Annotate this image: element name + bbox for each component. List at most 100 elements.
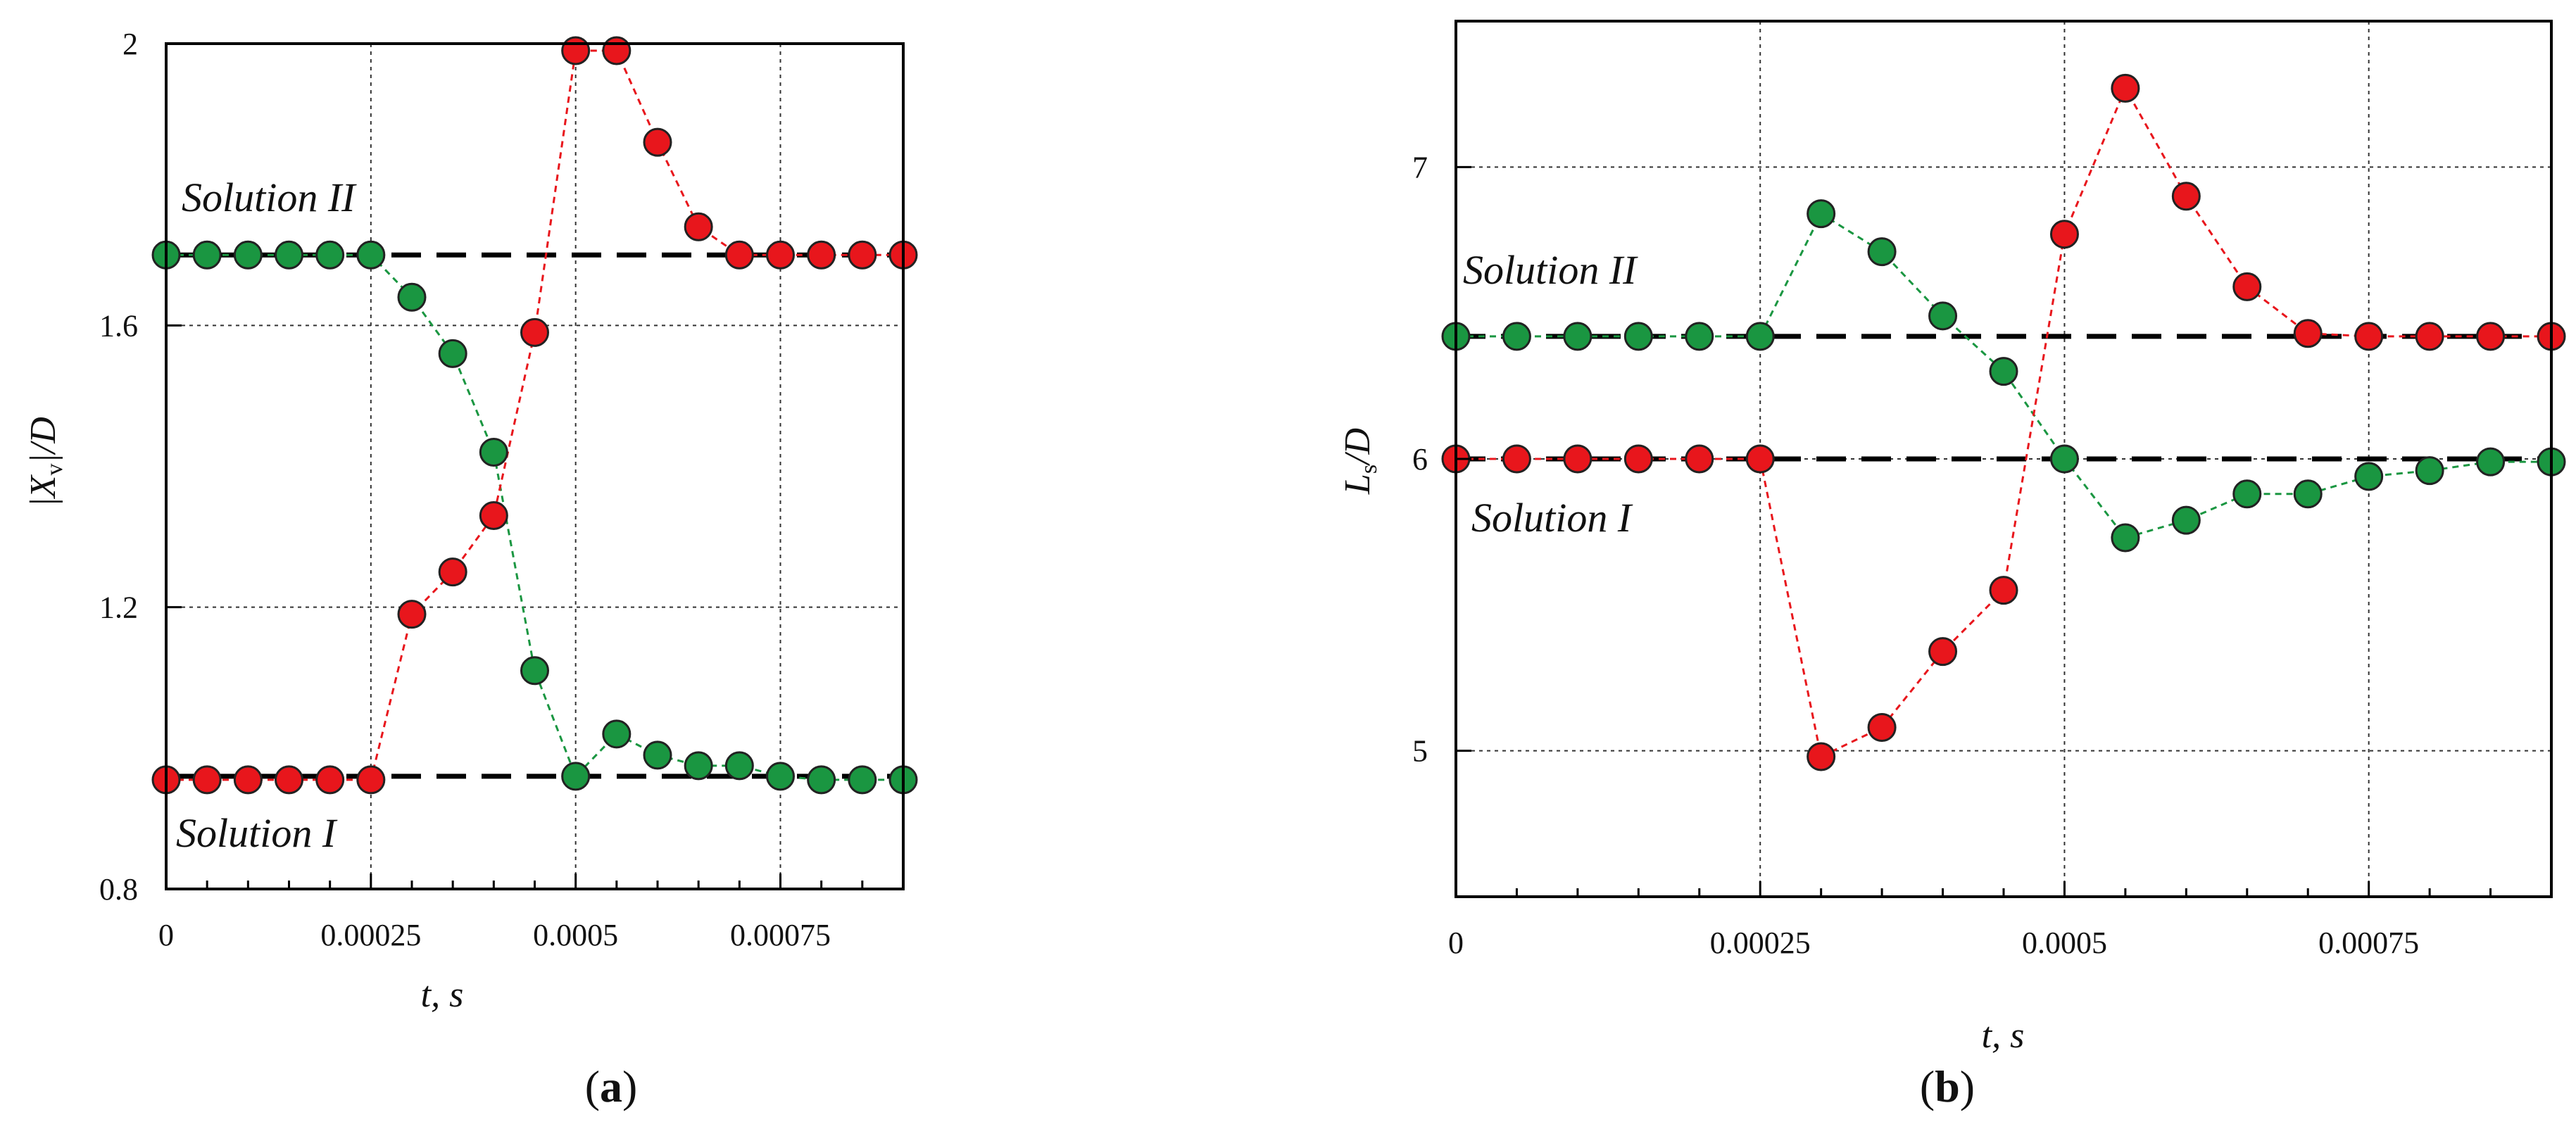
- data-point-green: [520, 656, 549, 686]
- data-point-red: [724, 240, 754, 270]
- series-line-red: [1456, 85, 2551, 759]
- data-point-red: [1502, 444, 1531, 474]
- y-label-open: |: [23, 498, 63, 505]
- data-point-green: [2415, 456, 2444, 486]
- data-point-green: [561, 762, 591, 791]
- y-tick-label: 5: [1412, 734, 1428, 769]
- data-point-red: [479, 501, 508, 531]
- data-point-red: [356, 765, 386, 795]
- data-point-red: [520, 317, 549, 347]
- panel-label-a: (a): [585, 1061, 638, 1111]
- data-point-red: [2111, 73, 2140, 103]
- panel-label-open: (: [585, 1061, 600, 1111]
- x-tick-label: 0.00075: [730, 918, 831, 952]
- data-point-red: [643, 127, 672, 157]
- data-point-green: [2293, 479, 2323, 509]
- panel-label-close: ): [622, 1061, 637, 1111]
- y-tick-label: 0.8: [99, 872, 138, 907]
- annotation-label: Solution I: [176, 810, 338, 856]
- x-tick-labels: 0 0.00025 0.0005 0.00075: [158, 918, 831, 952]
- y-tick-label: 1.6: [99, 308, 138, 343]
- data-point-green: [397, 282, 427, 312]
- plot-frame: [165, 42, 905, 890]
- y-tick-label: 6: [1412, 442, 1428, 477]
- data-point-red: [1623, 444, 1653, 474]
- data-point-green: [807, 765, 836, 795]
- y-label-close: |/D: [23, 417, 63, 463]
- data-point-red: [602, 36, 632, 65]
- data-point-green: [643, 740, 672, 770]
- chart-panel-a: 0 0.00025 0.0005 0.00075 0.8 1.2 1.6 2 Solutio…: [23, 27, 918, 1111]
- data-point-green: [2476, 447, 2506, 477]
- series-points: [151, 36, 918, 795]
- panel-label-open: (: [1920, 1061, 1935, 1111]
- data-point-red: [275, 765, 303, 795]
- y-tick-label: 1.2: [99, 591, 138, 625]
- data-point-red: [1989, 576, 2018, 605]
- series-points: [1441, 73, 2566, 771]
- y-label-main: X: [23, 474, 63, 499]
- x-tick-label: 0.00025: [1710, 926, 1811, 960]
- data-point-red: [2293, 319, 2323, 348]
- data-point-red: [2354, 322, 2384, 351]
- panel-label-letter: b: [1935, 1061, 1960, 1111]
- data-point-green: [1989, 357, 2018, 386]
- data-point-green: [1745, 322, 1775, 351]
- data-point-red: [2171, 182, 2201, 211]
- panel-label-close: ): [1960, 1061, 1975, 1111]
- data-point-red: [2232, 272, 2262, 301]
- data-point-red: [1563, 444, 1592, 474]
- data-point-green: [684, 751, 713, 781]
- data-point-red: [848, 240, 877, 270]
- data-point-red: [561, 36, 591, 65]
- data-point-red: [684, 212, 713, 241]
- panel-label-letter: a: [600, 1061, 622, 1111]
- data-point-green: [602, 719, 632, 749]
- grid-lines: [166, 44, 903, 889]
- data-point-green: [848, 765, 877, 795]
- data-point-green: [479, 437, 508, 467]
- x-axis-label: t, s: [1982, 1016, 2025, 1056]
- y-label-main: L: [1338, 474, 1378, 495]
- reference-lines: [1456, 334, 2551, 462]
- y-tick-label: 2: [122, 27, 138, 61]
- x-tick-label: 0: [158, 918, 174, 952]
- x-tick-label: 0.00025: [320, 918, 421, 952]
- data-point-green: [766, 762, 795, 791]
- x-tick-label: 0.0005: [2022, 926, 2107, 960]
- data-point-green: [2111, 523, 2140, 553]
- data-point-green: [2171, 505, 2201, 535]
- data-point-red: [2415, 322, 2444, 351]
- y-tick-labels: 5 6 7: [1412, 150, 1428, 768]
- annotations: Solution II Solution I: [1463, 247, 1638, 541]
- axis-ticks: [165, 42, 905, 890]
- y-label-close: /D: [1338, 428, 1378, 467]
- data-point-red: [1807, 742, 1836, 771]
- x-axis-label: t, s: [421, 975, 464, 1015]
- data-point-green: [315, 240, 345, 270]
- annotation-label: Solution II: [1463, 247, 1638, 293]
- chart-panel-b: 0 0.00025 0.0005 0.00075 567 Solution IISol…: [1338, 20, 2566, 1111]
- data-point-red: [1685, 444, 1714, 474]
- y-tick-label: 7: [1412, 150, 1428, 184]
- annotation-label: Solution I: [1471, 495, 1633, 541]
- x-tick-labels: 0 0.00025 0.0005 0.00075: [1448, 926, 2419, 960]
- data-point-red: [766, 240, 795, 270]
- data-point-green: [1685, 322, 1714, 351]
- data-point-green: [192, 240, 222, 270]
- data-point-red: [192, 765, 222, 795]
- data-point-red: [1745, 444, 1775, 474]
- data-point-green: [1502, 322, 1531, 351]
- data-point-green: [356, 240, 386, 270]
- data-point-red: [438, 557, 467, 587]
- y-axis-label: Ls/D: [1338, 428, 1382, 495]
- annotation-label: Solution II: [182, 175, 357, 220]
- data-point-green: [1867, 237, 1897, 267]
- panel-label-b: (b): [1920, 1061, 1975, 1111]
- y-label-sub: s: [1356, 465, 1382, 474]
- annotations: Solution II Solution I: [176, 175, 357, 856]
- series-lines: [1456, 85, 2551, 759]
- data-point-red: [2476, 322, 2506, 351]
- data-point-green: [233, 240, 263, 270]
